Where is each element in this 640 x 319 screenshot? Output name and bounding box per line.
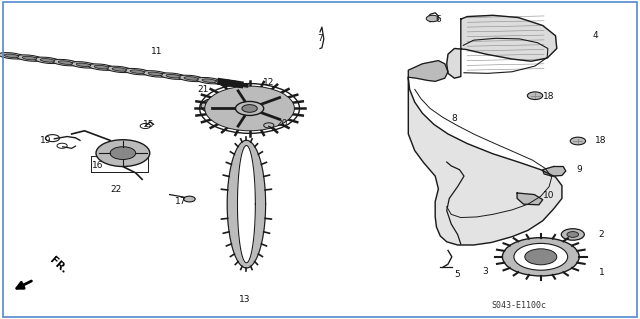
Ellipse shape	[0, 53, 24, 59]
Text: 4: 4	[593, 31, 598, 40]
Text: 13: 13	[239, 295, 251, 304]
Ellipse shape	[148, 72, 163, 76]
Text: 7: 7	[317, 34, 323, 43]
Text: 22: 22	[111, 185, 122, 194]
Circle shape	[201, 98, 232, 114]
Circle shape	[561, 229, 584, 240]
Polygon shape	[227, 140, 266, 268]
Ellipse shape	[220, 81, 234, 85]
Circle shape	[527, 92, 543, 100]
Text: 5: 5	[455, 271, 460, 279]
Circle shape	[514, 243, 568, 270]
Circle shape	[205, 86, 294, 131]
Ellipse shape	[142, 71, 168, 77]
Text: 19: 19	[40, 136, 52, 145]
Ellipse shape	[130, 70, 145, 73]
Ellipse shape	[106, 66, 132, 73]
Ellipse shape	[184, 77, 198, 80]
Circle shape	[110, 147, 136, 160]
Polygon shape	[447, 15, 557, 78]
Circle shape	[242, 105, 257, 112]
Text: 16: 16	[92, 161, 103, 170]
Ellipse shape	[58, 61, 73, 64]
Text: 17: 17	[175, 197, 187, 206]
Ellipse shape	[112, 68, 127, 71]
Text: 1: 1	[599, 268, 604, 277]
Text: S043-E1100c: S043-E1100c	[491, 301, 546, 310]
Circle shape	[567, 232, 579, 237]
Text: 9: 9	[577, 165, 582, 174]
Circle shape	[209, 102, 224, 110]
Ellipse shape	[4, 54, 19, 58]
Ellipse shape	[70, 62, 97, 68]
Ellipse shape	[214, 80, 240, 86]
Ellipse shape	[202, 79, 216, 82]
Ellipse shape	[178, 75, 204, 82]
Circle shape	[236, 101, 264, 115]
Ellipse shape	[35, 57, 61, 63]
Text: 18: 18	[543, 92, 555, 101]
Ellipse shape	[52, 59, 79, 66]
Text: 12: 12	[263, 78, 275, 87]
Ellipse shape	[22, 56, 36, 60]
Ellipse shape	[196, 78, 222, 84]
Polygon shape	[408, 78, 562, 245]
Text: 8: 8	[452, 114, 457, 122]
Ellipse shape	[88, 64, 115, 70]
Circle shape	[525, 249, 557, 265]
Polygon shape	[408, 61, 448, 81]
Ellipse shape	[124, 68, 150, 75]
Text: 6: 6	[436, 15, 441, 24]
Text: 18: 18	[595, 136, 606, 145]
Polygon shape	[517, 193, 543, 205]
Ellipse shape	[17, 55, 43, 61]
Text: 11: 11	[151, 47, 163, 56]
Circle shape	[184, 196, 195, 202]
Ellipse shape	[76, 63, 91, 67]
Ellipse shape	[166, 74, 180, 78]
Circle shape	[570, 137, 586, 145]
Text: FR.: FR.	[48, 256, 69, 276]
Text: 10: 10	[543, 191, 555, 200]
Circle shape	[426, 15, 439, 22]
Polygon shape	[237, 145, 255, 263]
Text: 21: 21	[198, 85, 209, 94]
Text: 15: 15	[143, 120, 154, 129]
Circle shape	[502, 238, 579, 276]
Ellipse shape	[94, 65, 109, 69]
Circle shape	[96, 140, 150, 167]
Text: 3: 3	[483, 267, 488, 276]
Polygon shape	[543, 167, 566, 176]
Text: 20: 20	[276, 119, 287, 128]
Ellipse shape	[40, 59, 54, 62]
Text: 2: 2	[599, 230, 604, 239]
Ellipse shape	[160, 73, 186, 79]
